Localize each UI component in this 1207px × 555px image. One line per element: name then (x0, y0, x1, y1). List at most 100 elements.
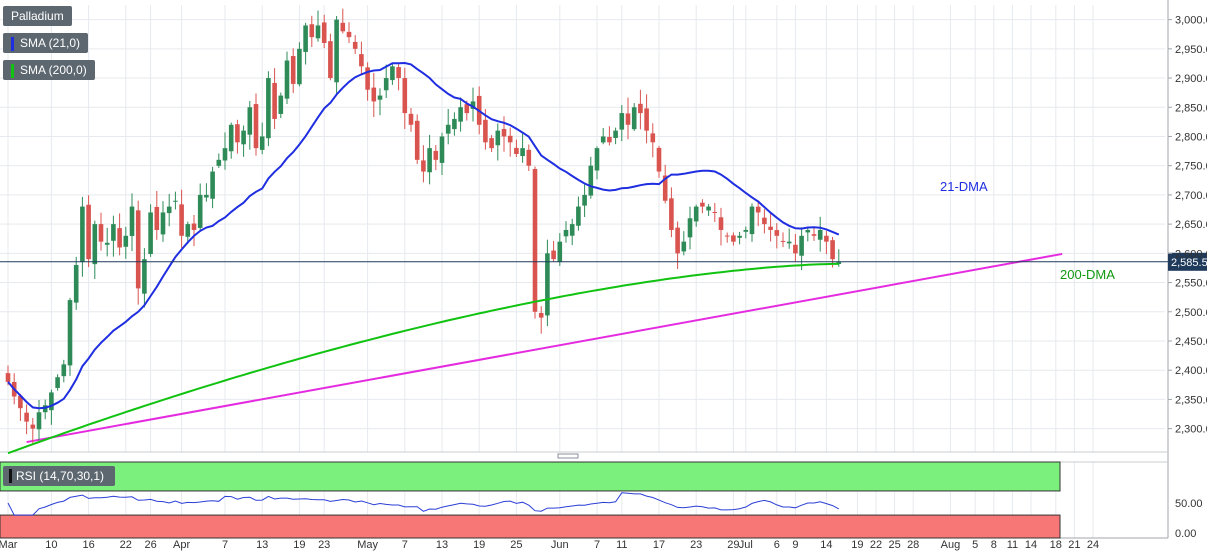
rsi-legend-label: RSI (14,70,30,1) (16, 469, 104, 483)
candle-body (111, 224, 116, 241)
candle-body (266, 78, 271, 139)
x-tick-label: Jul (739, 539, 753, 551)
rsi-tick-label: 50.00 (1175, 498, 1203, 510)
x-tick-label: 6 (774, 539, 780, 551)
y-tick-label: 2,850.00 (1175, 102, 1207, 114)
candle-body (73, 265, 79, 303)
candle-body (681, 241, 687, 252)
candle-body (259, 136, 265, 150)
y-tick-label: 2,300.00 (1175, 424, 1207, 436)
x-tick-label: 22 (870, 539, 882, 551)
x-tick-label: 19 (851, 539, 863, 551)
candle-body (514, 147, 519, 154)
candle-body (5, 373, 11, 382)
candle-body (154, 206, 160, 230)
candle-body (365, 67, 370, 90)
candle-body (545, 253, 550, 316)
sma21-tag[interactable]: SMA (21,0) (3, 33, 89, 53)
x-tick-label: 7 (594, 539, 600, 551)
candle-body (129, 206, 135, 236)
candle-body (526, 149, 532, 166)
candle-body (743, 229, 749, 232)
candle-body (594, 148, 600, 171)
x-tick-label: 26 (144, 539, 156, 551)
rsi-oversold-zone (0, 514, 1061, 539)
candle-body (811, 234, 817, 236)
candle-body (396, 67, 401, 79)
candle-body (501, 128, 507, 137)
candle-body (563, 229, 569, 237)
candle-body (235, 124, 240, 143)
candle-body (452, 118, 457, 130)
candle-body (166, 206, 172, 214)
y-tick-label: 2,350.00 (1175, 394, 1207, 406)
sma200-label: SMA (200,0) (20, 63, 87, 77)
candle-body (390, 66, 395, 81)
y-tick-label: 2,700.00 (1175, 190, 1207, 202)
sma21-line (7, 61, 840, 410)
candle-body (86, 204, 91, 260)
dma200-annotation: 200-DMA (1060, 267, 1115, 282)
candle-body (315, 25, 321, 39)
x-tick-label: 14 (1025, 539, 1037, 551)
y-tick-label: 2,800.00 (1175, 131, 1207, 143)
x-tick-label: 16 (82, 539, 94, 551)
x-tick-label: 25 (888, 539, 900, 551)
y-tick-label: 2,650.00 (1175, 219, 1207, 231)
candle-body (507, 135, 513, 143)
candle-body (458, 107, 463, 122)
last-price-box (1168, 252, 1207, 271)
rsi-overbought-zone (0, 461, 1061, 492)
candle-body (210, 171, 215, 199)
candle-body (241, 130, 246, 145)
candle-body (445, 124, 451, 134)
candle-body (619, 113, 625, 130)
candle-body (755, 206, 761, 213)
candle-body (656, 147, 662, 172)
candle-body (495, 130, 501, 146)
candle-body (216, 159, 222, 166)
symbol-label: Palladium (11, 9, 64, 23)
candle-body (408, 113, 414, 125)
candle-body (427, 148, 432, 173)
candle-body (793, 244, 798, 254)
candle-body (24, 412, 29, 422)
candle-body (49, 392, 54, 411)
candle-body (805, 229, 811, 233)
candle-body (173, 200, 178, 202)
x-tick-label: May (357, 539, 378, 551)
symbol-tag[interactable]: Palladium (3, 6, 72, 26)
candle-body (290, 56, 296, 84)
candle-body (297, 48, 302, 85)
candle-body (309, 24, 315, 38)
candle-body (197, 194, 203, 228)
candle-body (191, 223, 197, 230)
y-tick-label: 2,900.00 (1175, 73, 1207, 85)
candle-body (222, 148, 228, 161)
y-tick-label: 2,600.00 (1175, 248, 1207, 260)
candle-body (830, 240, 835, 260)
candle-body (786, 241, 792, 244)
x-tick-label: 24 (1087, 539, 1099, 551)
candle-body (470, 101, 476, 109)
candle-body (780, 240, 786, 242)
candle-body (383, 78, 389, 91)
candle-body (576, 206, 581, 226)
last-price-label: 2,585.52 (1171, 257, 1207, 269)
x-tick-label: 11 (1007, 539, 1018, 551)
candle-body (247, 107, 253, 135)
x-tick-label: 19 (473, 539, 485, 551)
candle-body (799, 235, 804, 256)
candle-body (638, 103, 643, 114)
candle-body (700, 202, 705, 207)
x-tick-label: 13 (436, 539, 448, 551)
candle-body (359, 54, 364, 67)
rsi-legend-swatch (9, 469, 12, 483)
sma200-tag[interactable]: SMA (200,0) (3, 60, 95, 80)
candle-body (117, 228, 122, 248)
candle-body (160, 212, 166, 235)
pane-resize-handle (557, 453, 579, 459)
candle-body (768, 226, 773, 230)
candle-body (185, 224, 191, 237)
